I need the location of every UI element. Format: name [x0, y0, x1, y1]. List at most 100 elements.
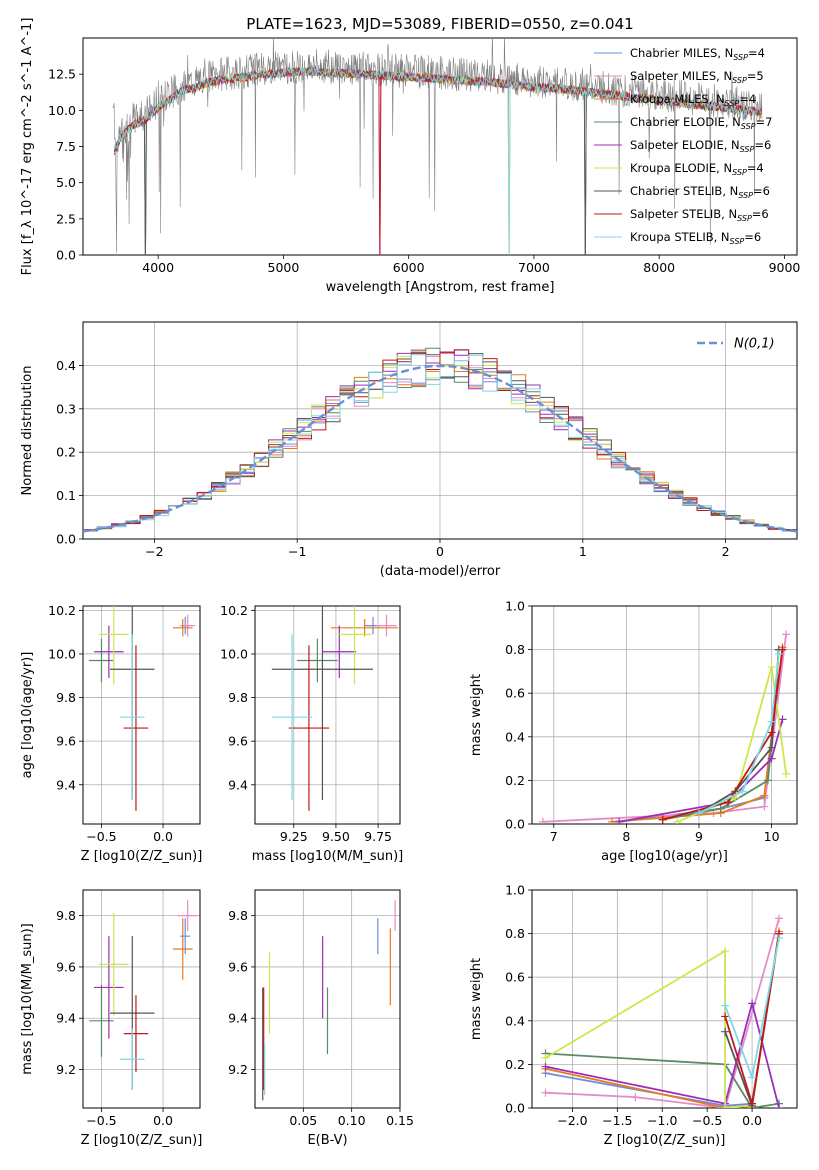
x-tick-label: 0.15 [386, 1113, 414, 1128]
weight-marker [767, 663, 776, 672]
plot-area [271, 606, 399, 811]
x-tick-label: −0.5 [86, 1113, 116, 1128]
weight-marker [721, 1001, 730, 1010]
y-tick-label: 1.0 [505, 599, 525, 614]
axes-frame [254, 605, 401, 825]
weight-marker [760, 802, 769, 811]
x-tick-label: 1 [579, 544, 587, 559]
y-tick-label: 9.8 [56, 690, 76, 705]
plot-area [112, 38, 763, 255]
x-tick-label: 9000 [769, 260, 801, 275]
weight-series-3 [545, 1052, 780, 1108]
weight-series-3 [662, 649, 780, 821]
x-tick-label: 0.0 [153, 829, 173, 844]
x-tick-label: 8 [622, 829, 630, 844]
axes-frame [531, 889, 798, 1109]
y-tick-label: 0.0 [505, 1101, 525, 1116]
weight-marker [782, 630, 791, 639]
x-axis-label: E(B-V) [307, 1133, 347, 1148]
plot-area [538, 630, 791, 824]
x-tick-label: 6000 [393, 260, 425, 275]
axes-frame [82, 37, 798, 256]
y-tick-label: 10.0 [48, 103, 76, 118]
x-tick-label: −1 [288, 544, 306, 559]
x-tick-label: 0.10 [338, 1113, 366, 1128]
y-tick-label: 0.4 [505, 1013, 525, 1028]
plot-area [262, 900, 396, 1101]
x-tick-label: 8000 [643, 260, 675, 275]
x-tick-label: −1.5 [602, 1113, 632, 1128]
legend-entry: Kroupa ELODIE, NSSP=4 [630, 161, 764, 177]
weight-marker [694, 809, 703, 818]
x-axis-label: mass [log10(M/M_sun)] [252, 849, 404, 864]
weight-marker [673, 817, 682, 824]
legend-entry: N(0,1) [734, 337, 775, 352]
y-tick-label: 2.5 [56, 211, 76, 226]
weight-series-7 [662, 649, 784, 821]
y-axis-label: Flux [f_λ 10^-17 erg cm^-2 s^-1 A^-1] [20, 18, 35, 276]
y-tick-label: 9.6 [228, 734, 248, 749]
legend-entry: Salpeter ELODIE, NSSP=6 [630, 138, 771, 154]
residuals-panel: −2 −1 0 1 2 0.0 0.1 0.2 0.3 0.4 (data-model)/error… [20, 321, 798, 579]
mass-vs-reddening-panel: 0.05 0.10 0.15 9.2 9.4 9.6 9.8 E(B-V) [228, 889, 414, 1148]
axes-frame [254, 889, 401, 1109]
weight-marker [760, 791, 769, 800]
weight-series-0 [618, 649, 784, 823]
legend-entry: Salpeter MILES, NSSP=5 [630, 69, 764, 85]
y-tick-label: 0.3 [56, 401, 76, 416]
mass-vs-metallicity-panel: −0.5 0.0 9.2 9.4 9.6 9.8 Z [log10(Z/Z_sun)] mas… [20, 889, 202, 1148]
x-axis-label: Z [log10(Z/Z_sun)] [604, 1133, 726, 1148]
legend-entry: Salpeter STELIB, NSSP=6 [630, 207, 769, 223]
x-tick-label: 9.25 [280, 829, 308, 844]
y-tick-label: 0.0 [505, 817, 525, 832]
y-tick-label: 12.5 [48, 67, 76, 82]
x-tick-label: 0.05 [289, 1113, 317, 1128]
y-tick-label: 0.2 [505, 773, 525, 788]
x-tick-label: 7000 [518, 260, 550, 275]
y-tick-label: 9.8 [56, 908, 76, 923]
x-tick-label: 9.50 [322, 829, 350, 844]
axes-frame [82, 321, 798, 540]
plot-area [83, 347, 797, 533]
y-axis-label: mass weight [469, 674, 484, 756]
x-tick-label: 2 [722, 544, 730, 559]
weight-marker [778, 715, 787, 724]
y-tick-label: 9.4 [56, 777, 76, 792]
weight-marker [782, 769, 791, 778]
weight-series-5 [545, 949, 753, 1108]
weight-series-1 [542, 634, 787, 823]
y-tick-label: 10.0 [48, 646, 76, 661]
weight-marker [767, 717, 776, 726]
y-tick-label: 9.8 [228, 908, 248, 923]
histogram-7 [83, 349, 797, 531]
y-tick-label: 0.2 [505, 1057, 525, 1072]
y-tick-label: 9.4 [228, 1011, 248, 1026]
weight-series-4 [618, 719, 784, 823]
y-tick-label: 5.0 [56, 175, 76, 190]
x-axis-label: Z [log10(Z/Z_sun)] [81, 849, 203, 864]
x-tick-label: 9.75 [364, 829, 392, 844]
legend-entry: Chabrier ELODIE, NSSP=7 [630, 115, 772, 131]
weight-vs-metallicity-panel: −2.0 −1.5 −1.0 −0.5 0.0 0.0 0.2 0.4 0.6 0.8 1.0 Z [… [469, 883, 798, 1148]
age-vs-metallicity-panel: −0.5 0.0 9.4 9.6 9.8 10.0 10.2 Z [log10(Z/Z_sun… [20, 603, 203, 864]
weight-marker [538, 817, 547, 824]
figure-title: PLATE=1623, MJD=53089, FIBERID=0550, z=0… [246, 15, 633, 33]
x-tick-label: 4000 [142, 260, 174, 275]
weight-marker [778, 645, 787, 654]
y-tick-label: 0.6 [505, 686, 525, 701]
y-tick-label: 9.2 [56, 1062, 76, 1077]
spectrum-legend: Chabrier MILES, NSSP=4 Salpeter MILES, NS… [594, 46, 772, 246]
y-tick-label: 10.2 [220, 603, 248, 618]
model-spectrum-8 [113, 67, 762, 255]
x-tick-label: −0.5 [86, 829, 116, 844]
x-tick-label: −2 [145, 544, 163, 559]
x-tick-label: −0.5 [692, 1113, 722, 1128]
weight-marker [721, 1104, 730, 1108]
y-axis-label: Normed distribution [20, 366, 35, 496]
weight-marker [721, 947, 730, 956]
weight-marker [774, 649, 783, 658]
y-tick-label: 0.6 [505, 970, 525, 985]
weight-marker [775, 933, 784, 942]
x-tick-label: 0 [436, 544, 444, 559]
weight-marker [721, 1027, 730, 1036]
